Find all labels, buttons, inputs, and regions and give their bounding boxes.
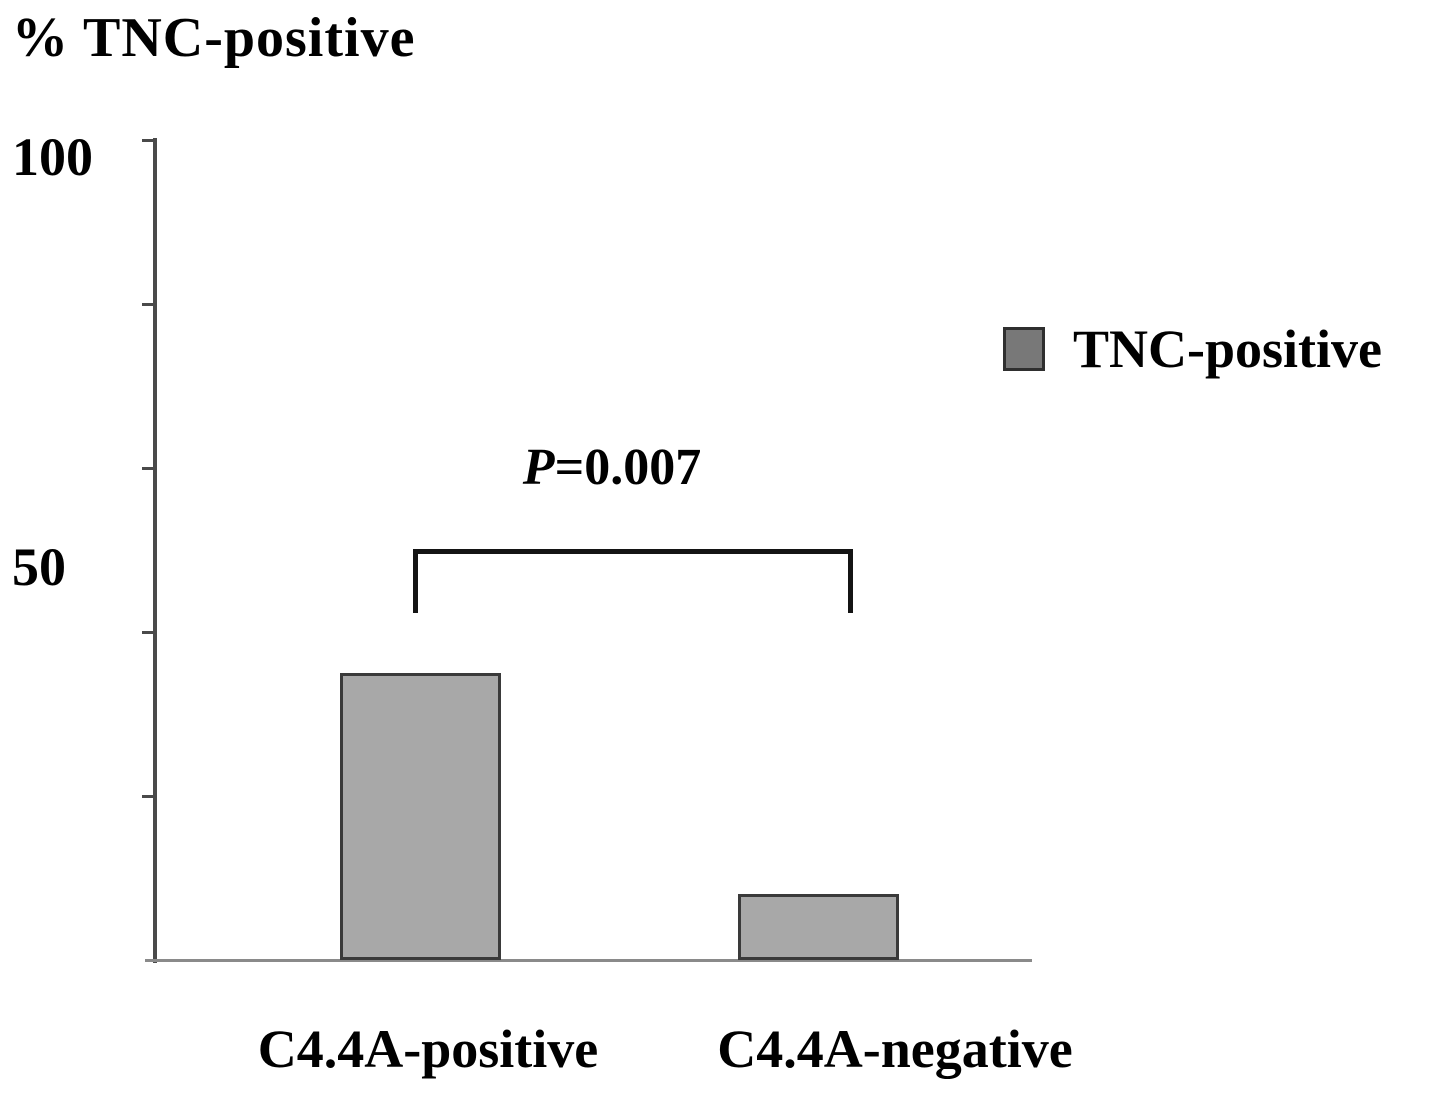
y-tick [142, 303, 155, 306]
y-tick-label: 50 [12, 537, 66, 597]
y-tick [142, 631, 155, 634]
legend-label: TNC-positive [1073, 319, 1382, 379]
y-axis-line [153, 138, 157, 963]
y-tick [142, 467, 155, 470]
x-label-C4.4A-positive: C4.4A-positive [257, 1019, 599, 1079]
bar-C4.4A-negative [737, 894, 899, 960]
x-axis-line [145, 959, 1032, 962]
significance-bracket [413, 549, 853, 613]
bar-C4.4A-positive [339, 673, 501, 960]
x-label-C4.4A-negative: C4.4A-negative [717, 1019, 1073, 1079]
p-value-label: P=0.007 [523, 438, 701, 497]
chart-title: % TNC-positive [12, 7, 416, 69]
legend: TNC-positive [1003, 318, 1382, 380]
y-tick-label: 100 [12, 127, 93, 187]
p-value-number: =0.007 [554, 439, 702, 496]
y-tick [142, 139, 155, 142]
p-value-symbol: P [522, 439, 555, 496]
legend-swatch [1003, 327, 1045, 371]
y-tick [142, 795, 155, 798]
